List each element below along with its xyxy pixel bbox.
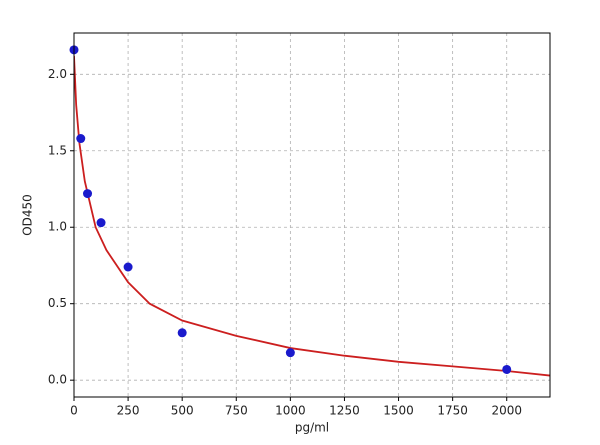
- x-tick-label: 1750: [437, 404, 468, 418]
- data-point: [177, 328, 187, 338]
- x-tick-label: 500: [171, 404, 194, 418]
- x-tick-label: 250: [117, 404, 140, 418]
- data-point: [285, 348, 295, 358]
- plot-frame: [73, 32, 551, 398]
- y-tick-label: 1.5: [48, 143, 67, 157]
- data-point: [83, 189, 93, 199]
- x-tick-label: 750: [225, 404, 248, 418]
- x-tick-label: 0: [70, 404, 78, 418]
- data-point: [96, 218, 106, 228]
- y-tick-label: 0.0: [48, 373, 67, 387]
- data-point: [76, 134, 86, 144]
- x-tick-label: 2000: [491, 404, 522, 418]
- data-point: [502, 364, 512, 374]
- fit-curve: [74, 55, 550, 377]
- x-tick-label: 1000: [275, 404, 306, 418]
- x-axis-label: pg/ml: [295, 421, 329, 435]
- y-tick-label: 2.0: [48, 67, 67, 81]
- y-axis-label: OD450: [21, 194, 35, 236]
- y-tick-label: 1.0: [48, 220, 67, 234]
- y-tick-label: 0.5: [48, 296, 67, 310]
- data-point: [123, 262, 133, 272]
- x-tick-label: 1500: [383, 404, 414, 418]
- x-tick-label: 1250: [329, 404, 360, 418]
